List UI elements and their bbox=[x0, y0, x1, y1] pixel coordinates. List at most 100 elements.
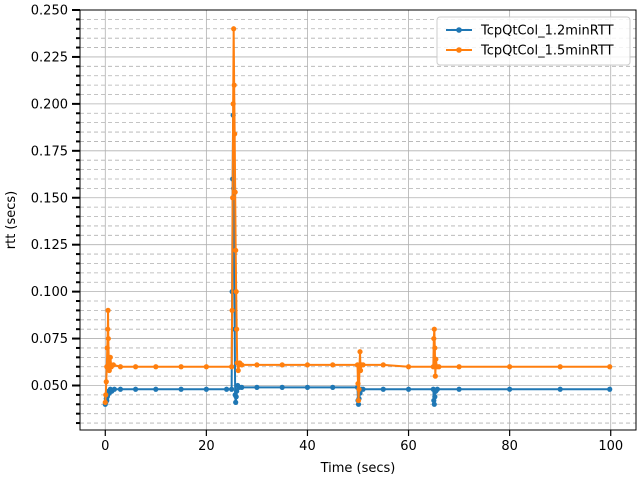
y-tick-label: 0.175 bbox=[31, 144, 68, 159]
data-point bbox=[233, 399, 239, 405]
data-point bbox=[431, 335, 437, 342]
data-point bbox=[279, 362, 285, 368]
legend-marker-tcpqtcol-1-5minrtt bbox=[456, 47, 462, 53]
data-point bbox=[231, 82, 237, 88]
data-point bbox=[234, 388, 240, 394]
x-tick-label: 100 bbox=[598, 439, 623, 454]
data-point bbox=[153, 386, 159, 392]
data-point bbox=[103, 392, 109, 398]
x-tick-label: 40 bbox=[299, 439, 316, 454]
data-point bbox=[380, 362, 386, 368]
data-point bbox=[433, 356, 439, 362]
data-point bbox=[456, 386, 462, 392]
series-tcpqtcol-1-5minrtt bbox=[102, 26, 613, 405]
data-point bbox=[360, 362, 366, 368]
data-point bbox=[507, 386, 513, 392]
data-point bbox=[234, 326, 240, 332]
data-point bbox=[456, 364, 462, 370]
data-point bbox=[432, 394, 438, 400]
data-point bbox=[507, 364, 513, 370]
data-point bbox=[203, 364, 209, 370]
data-point bbox=[133, 386, 139, 392]
y-tick-label: 0.075 bbox=[31, 332, 68, 347]
data-point bbox=[105, 307, 111, 313]
data-point bbox=[235, 367, 241, 374]
data-point bbox=[111, 386, 117, 392]
data-point bbox=[279, 384, 285, 390]
y-tick-label: 0.250 bbox=[31, 4, 68, 19]
data-point bbox=[230, 101, 236, 107]
data-point bbox=[254, 384, 260, 390]
x-tick-label: 20 bbox=[198, 439, 215, 454]
data-point bbox=[607, 364, 613, 370]
y-tick-label: 0.200 bbox=[31, 97, 68, 112]
x-tick-label: 0 bbox=[101, 439, 109, 454]
data-point bbox=[360, 386, 366, 392]
data-point bbox=[229, 364, 235, 370]
grid bbox=[80, 9, 636, 430]
data-point bbox=[230, 195, 236, 201]
data-point bbox=[105, 335, 111, 342]
data-point bbox=[133, 364, 139, 370]
data-point bbox=[330, 384, 336, 390]
data-point bbox=[355, 401, 362, 407]
data-point bbox=[107, 354, 113, 360]
data-point bbox=[355, 397, 362, 404]
data-point bbox=[117, 386, 124, 392]
data-point bbox=[355, 381, 361, 387]
data-point bbox=[557, 386, 563, 392]
legend-label-tcpqtcol-1-5minrtt: TcpQtCol_1.5minRTT bbox=[480, 44, 614, 59]
data-point bbox=[232, 131, 238, 137]
plot-frame bbox=[79, 9, 637, 431]
data-point bbox=[330, 362, 336, 368]
data-point bbox=[436, 364, 442, 370]
data-point bbox=[357, 349, 363, 355]
data-point bbox=[229, 386, 235, 392]
data-point bbox=[178, 386, 184, 392]
data-point bbox=[239, 362, 245, 368]
data-point bbox=[223, 386, 230, 392]
data-point bbox=[203, 386, 209, 392]
data-point bbox=[106, 360, 112, 366]
data-point bbox=[178, 364, 184, 370]
legend-marker-tcpqtcol-1-2minrtt bbox=[456, 27, 462, 33]
y-tick-label: 0.050 bbox=[31, 379, 68, 394]
data-point bbox=[357, 367, 364, 374]
data-point bbox=[356, 386, 362, 392]
data-point bbox=[102, 399, 108, 405]
data-point bbox=[103, 379, 109, 385]
data-point bbox=[431, 401, 437, 407]
data-point bbox=[380, 386, 386, 392]
data-point bbox=[105, 326, 111, 332]
data-point bbox=[607, 386, 613, 392]
legend-label-tcpqtcol-1-2minrtt: TcpQtCol_1.2minRTT bbox=[480, 24, 614, 39]
y-axis-label: rtt (secs) bbox=[4, 191, 19, 250]
data-point bbox=[117, 364, 124, 370]
data-point bbox=[405, 386, 412, 392]
data-point bbox=[232, 189, 238, 195]
legend: TcpQtCol_1.2minRTT TcpQtCol_1.5minRTT bbox=[436, 16, 631, 66]
x-tick-label: 80 bbox=[501, 439, 518, 454]
data-point bbox=[104, 345, 110, 351]
y-tick-label: 0.150 bbox=[31, 191, 68, 206]
data-point bbox=[231, 26, 237, 32]
data-point bbox=[432, 373, 438, 379]
y-tick-label: 0.225 bbox=[31, 50, 68, 65]
x-tick-label: 60 bbox=[400, 439, 417, 454]
data-point bbox=[304, 384, 311, 390]
ticks: 0.050 0.075 0.100 0.125 0.150 0.175 0.200 0.225… bbox=[31, 4, 623, 455]
data-point bbox=[110, 362, 116, 368]
data-point bbox=[153, 364, 159, 370]
data-point bbox=[229, 307, 235, 313]
data-point bbox=[254, 362, 260, 368]
y-tick-label: 0.100 bbox=[31, 285, 68, 300]
data-point bbox=[434, 386, 440, 392]
data-point bbox=[405, 364, 412, 370]
x-axis-label: Time (secs) bbox=[320, 461, 396, 476]
data-point bbox=[432, 345, 438, 351]
data-point bbox=[431, 326, 437, 332]
data-point bbox=[239, 384, 245, 390]
y-tick-label: 0.125 bbox=[31, 238, 68, 253]
